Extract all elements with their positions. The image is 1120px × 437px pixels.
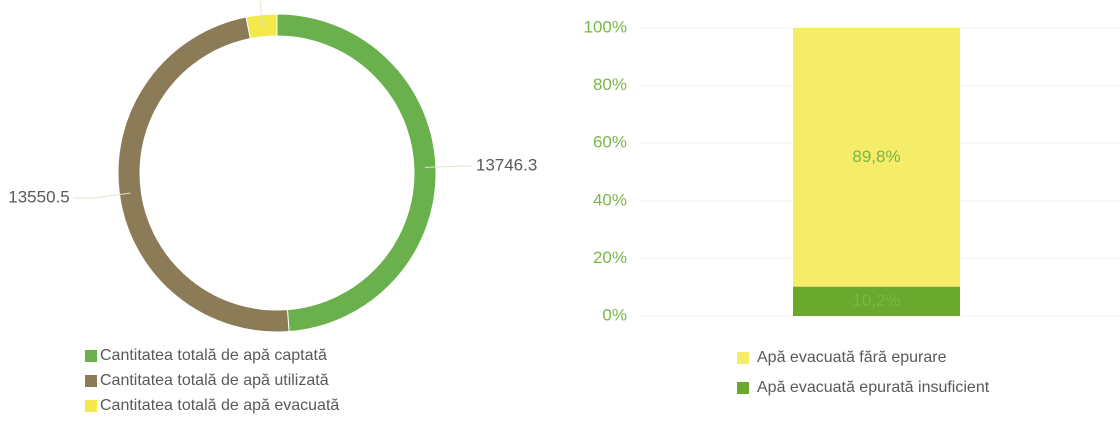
y-tick-label: 60% (593, 133, 627, 152)
donut-slice (245, 13, 278, 40)
donut-slice (117, 16, 290, 333)
y-tick-label: 80% (593, 75, 627, 94)
legend-swatch (85, 400, 97, 412)
y-tick-label: 20% (593, 248, 627, 267)
leader-line (73, 192, 131, 199)
data-label: 10,2% (852, 291, 900, 310)
bar-segment (793, 286, 960, 316)
donut-slice (276, 13, 437, 333)
data-label: 89,8% (852, 147, 900, 166)
data-label: 13746.3 (476, 155, 537, 174)
data-label: 13550.5 (8, 188, 69, 207)
y-tick-label: 100% (584, 17, 627, 36)
legend-label: Cantitatea totală de apă utilizată (100, 372, 329, 389)
legend-swatch (737, 352, 749, 364)
legend-label: Apă evacuată epurată insuficient (757, 379, 990, 396)
y-tick-label: 40% (593, 190, 627, 209)
leader-line (424, 165, 472, 168)
legend-swatch (737, 382, 749, 394)
leader-line (259, 0, 264, 26)
legend-label: Cantitatea totală de apă captată (100, 347, 327, 364)
legend-label: Cantitatea totală de apă evacuată (100, 397, 339, 414)
y-tick-label: 0% (602, 305, 627, 324)
legend-label: Apă evacuată fără epurare (757, 349, 947, 366)
legend-swatch (85, 375, 97, 387)
bar-segment (793, 28, 960, 287)
legend-swatch (85, 350, 97, 362)
